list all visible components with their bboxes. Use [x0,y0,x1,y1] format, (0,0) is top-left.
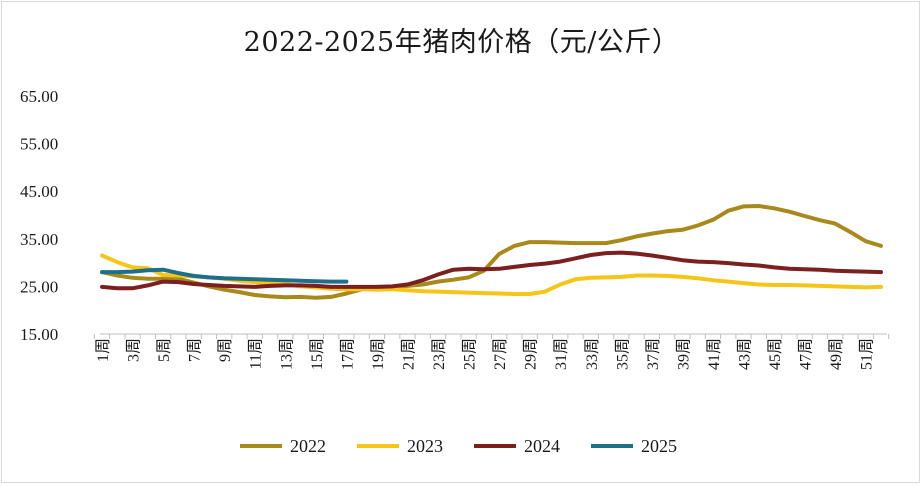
x-tick-label: 43周 [737,338,754,370]
x-tick-label: 41周 [706,338,723,370]
y-tick-label: 25.00 [20,277,58,296]
y-tick-label: 45.00 [20,182,58,201]
x-tick-label: 1周 [95,338,112,362]
x-tick-label: 5周 [156,338,173,362]
x-tick-label: 23周 [431,338,448,370]
y-tick-label: 35.00 [20,230,58,249]
x-tick-label: 9周 [217,338,234,362]
x-tick-label: 37周 [645,338,662,370]
x-tick-label: 47周 [798,338,815,370]
series-line-2025 [100,267,349,284]
x-tick-label: 7周 [187,338,204,362]
x-tick-label: 45周 [767,338,784,370]
x-tick-label: 25周 [462,338,479,370]
x-tick-label: 19周 [370,338,387,370]
x-tick-label: 15周 [309,338,326,370]
x-tick-label: 51周 [859,338,876,370]
x-tick-label: 21周 [400,338,417,370]
y-tick-label: 65.00 [20,87,58,106]
legend-label-2022: 2022 [290,436,326,456]
x-tick-label: 39周 [675,338,692,370]
legend-label-2025: 2025 [641,436,677,456]
x-tick-label: 17周 [339,338,356,370]
x-tick-label: 27周 [492,338,509,370]
legend-label-2024: 2024 [524,436,560,456]
x-tick-label: 31周 [553,338,570,370]
x-tick-label: 11周 [248,338,265,369]
y-tick-label: 15.00 [20,325,58,344]
x-tick-label: 3周 [126,338,143,362]
x-tick-label: 29周 [523,338,540,370]
x-tick-label: 49周 [828,338,845,370]
series-line-2022 [100,204,883,300]
y-tick-label: 55.00 [20,135,58,154]
chart-title: 2022-2025年猪肉价格（元/公斤） [243,27,680,58]
x-tick-label: 35周 [614,338,631,370]
legend-label-2023: 2023 [407,436,443,456]
x-tick-label: 33周 [584,338,601,370]
x-tick-label: 13周 [278,338,295,370]
series-line-2024 [100,250,883,291]
